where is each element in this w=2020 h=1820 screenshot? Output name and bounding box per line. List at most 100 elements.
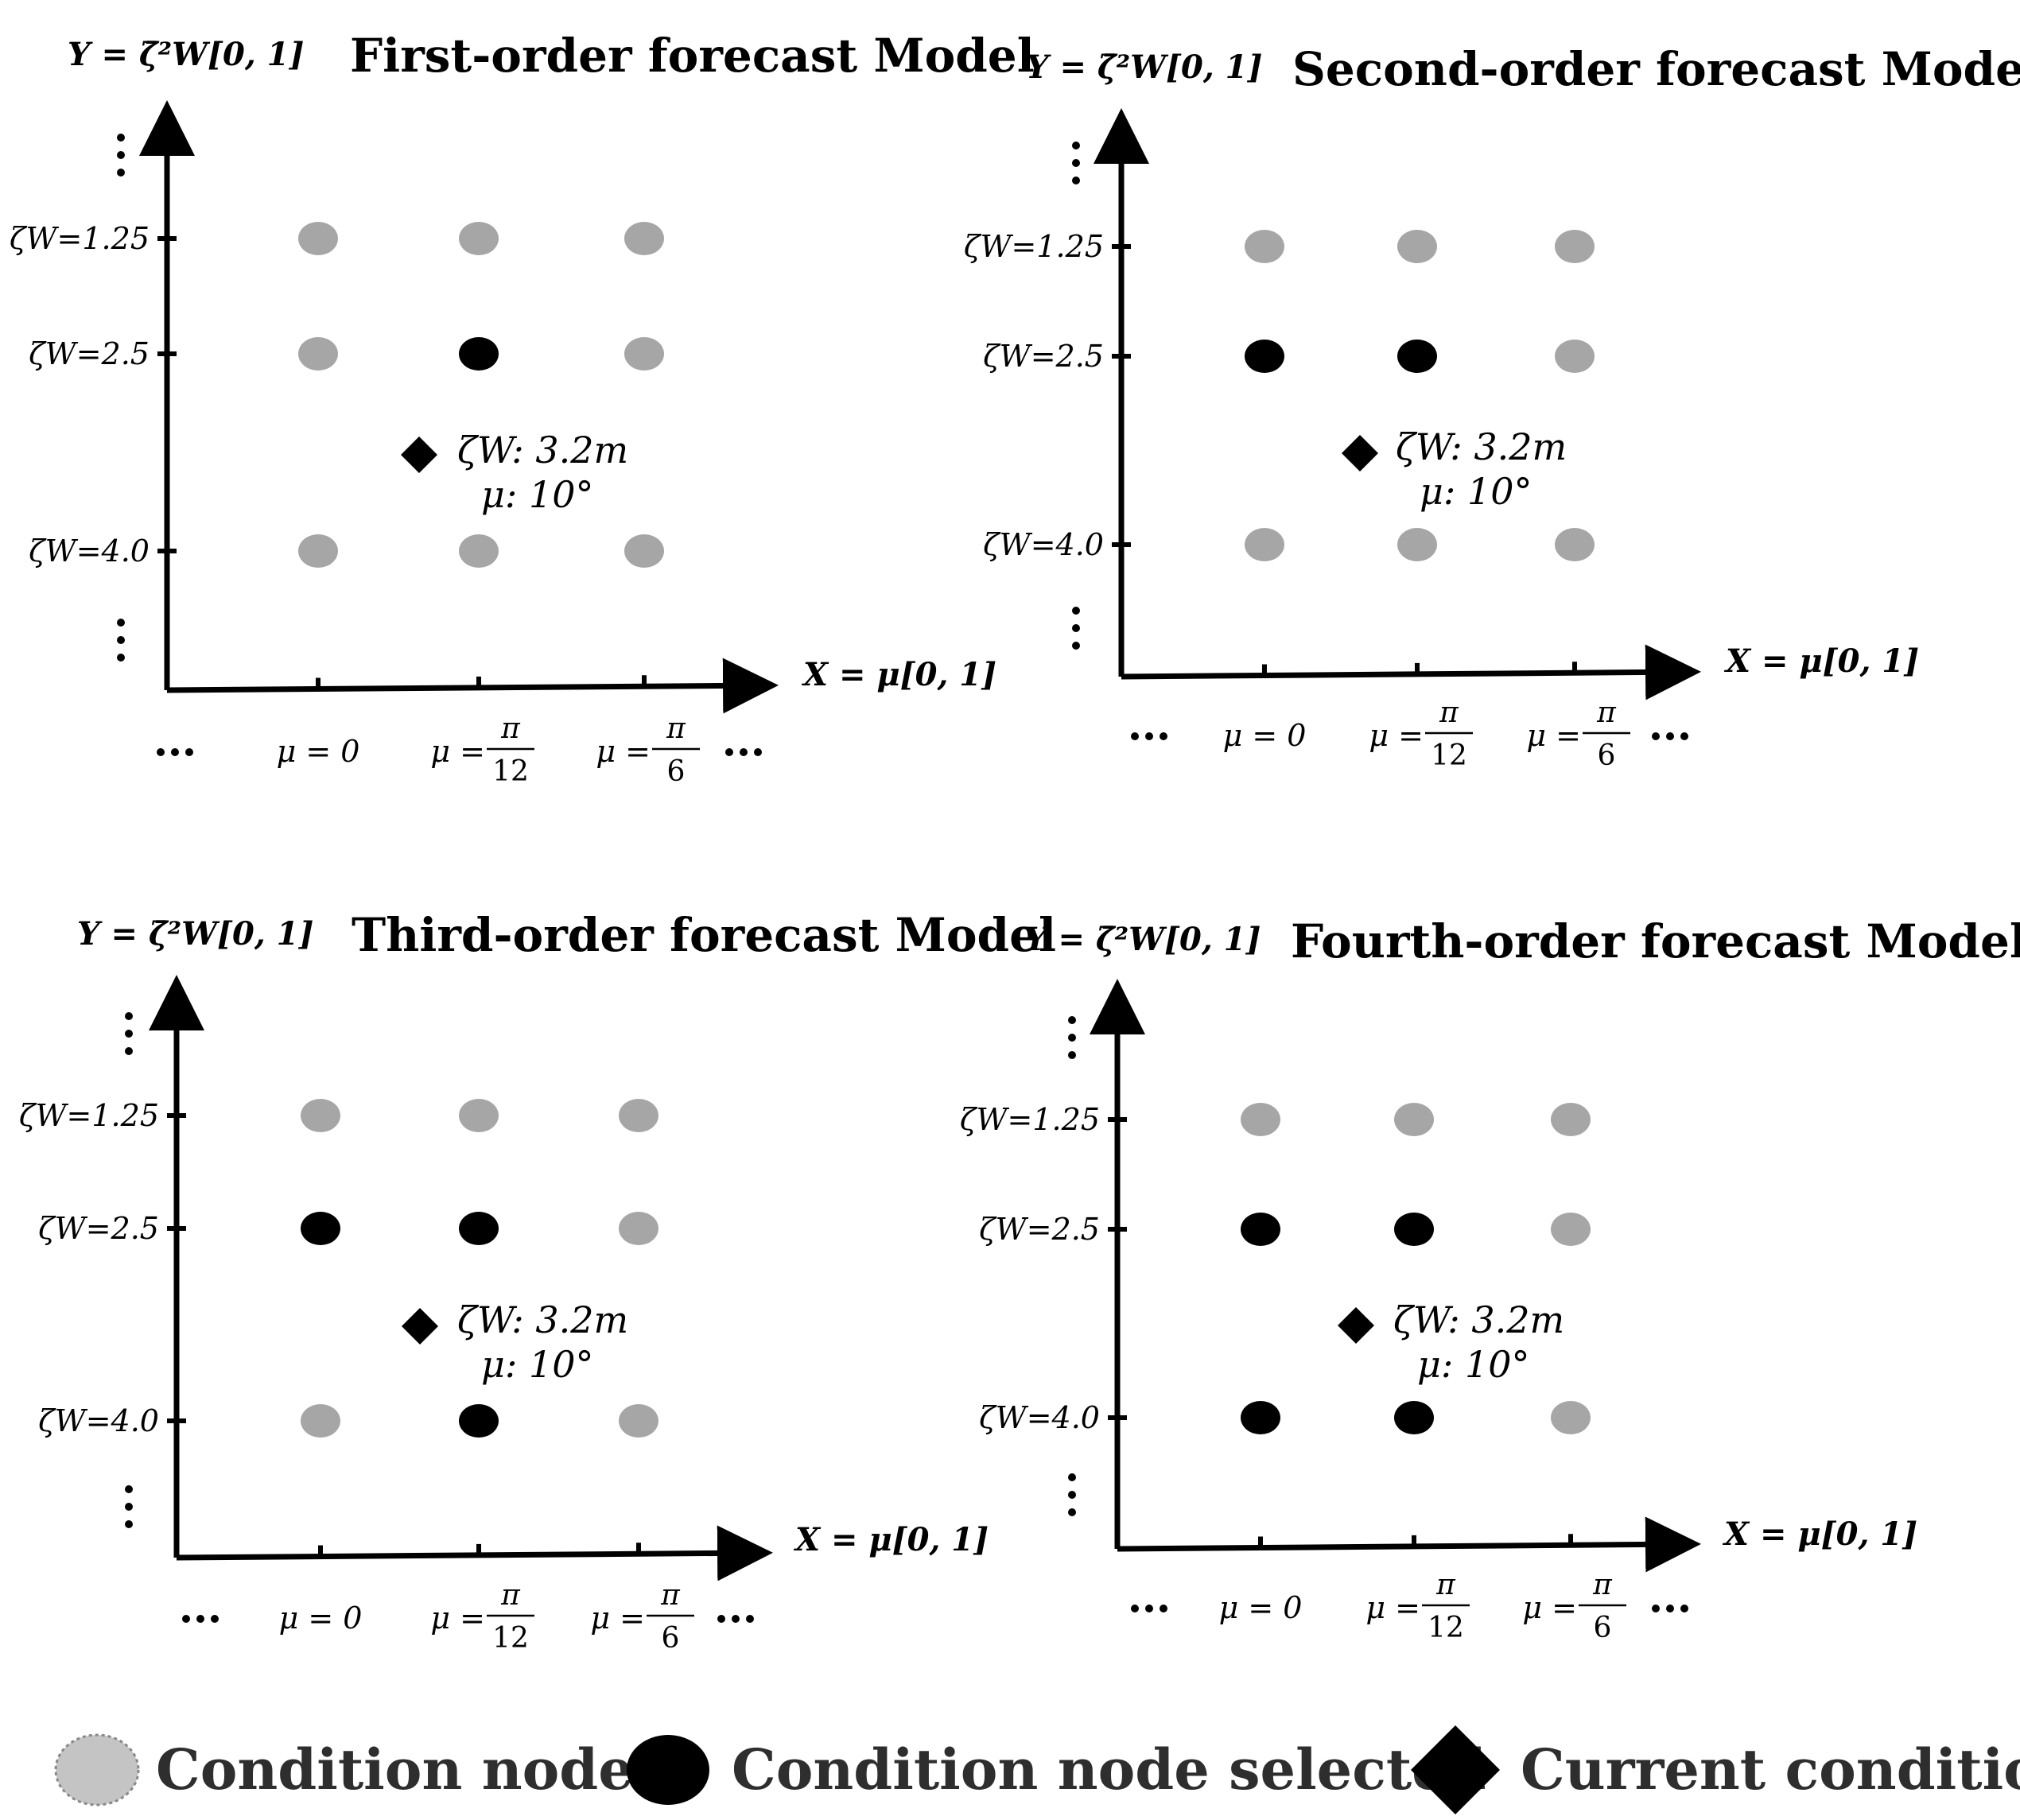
y-tick-label: ζW=2.5 (29, 336, 150, 371)
x-axis-label: X = μ[0, 1] (1722, 1515, 1917, 1553)
svg-text:μ = 0: μ = 0 (279, 1601, 363, 1636)
svg-text:μ = 0: μ = 0 (1219, 1590, 1303, 1625)
x-axis (1117, 1516, 1701, 1573)
current-condition-zeta: ζW: 3.2m (457, 1298, 628, 1341)
forecast-panel: Third-order forecast Model Y = ζ̄²W[0, 1]… (19, 908, 1056, 1655)
x-tick-label: μ = π 6 (1522, 1569, 1626, 1644)
y-axis-ellipsis (125, 1012, 133, 1055)
svg-text:π: π (1596, 697, 1617, 729)
current-condition-marker (401, 437, 437, 473)
condition-node-selected (1394, 1213, 1434, 1246)
y-tick-label: ζW=2.5 (38, 1211, 159, 1246)
condition-node (624, 337, 664, 371)
legend-condition-node-label: Condition node (156, 1737, 634, 1803)
y-tick-label: ζW=4.0 (38, 1403, 159, 1438)
legend: Condition node Condition node selected C… (54, 1725, 2020, 1814)
y-axis-ellipsis (1068, 1473, 1076, 1516)
condition-node (619, 1212, 658, 1245)
x-axis-ellipsis (725, 748, 762, 756)
svg-text:μ =: μ = (430, 1601, 485, 1636)
svg-text:μ =: μ = (1369, 718, 1424, 753)
svg-text:μ = 0: μ = 0 (277, 734, 360, 769)
svg-text:6: 6 (1598, 739, 1616, 772)
condition-node-selected (1241, 1401, 1280, 1434)
y-axis-ellipsis (1072, 142, 1080, 184)
x-tick-label: μ = π 12 (1365, 1569, 1470, 1644)
x-axis-ellipsis (1131, 732, 1167, 740)
condition-node (1245, 528, 1284, 561)
x-axis-ellipsis (1652, 732, 1688, 740)
current-condition-mu: μ: 10° (481, 1343, 594, 1386)
y-axis-label: Y = ζ̄²W[0, 1] (1026, 49, 1262, 86)
condition-node-selected (1245, 340, 1284, 373)
condition-node (619, 1404, 658, 1438)
x-tick-label: μ = π 12 (430, 712, 534, 788)
condition-node (1555, 340, 1595, 373)
x-tick-label: μ = 0 (1223, 718, 1307, 753)
condition-node (459, 222, 499, 255)
current-condition-zeta: ζW: 3.2m (1393, 1298, 1564, 1341)
svg-text:6: 6 (667, 755, 686, 788)
condition-node (1551, 1401, 1591, 1434)
y-tick-label: ζW=2.5 (979, 1212, 1100, 1247)
y-tick-label: ζW=1.25 (960, 1102, 1100, 1137)
svg-text:μ =: μ = (590, 1601, 645, 1636)
condition-node (459, 534, 499, 568)
condition-node (1397, 528, 1437, 561)
svg-text:π: π (1592, 1569, 1613, 1601)
y-tick-label: ζW=4.0 (29, 534, 150, 569)
x-axis-ellipsis (1131, 1605, 1167, 1612)
condition-node-selected (1241, 1213, 1280, 1246)
svg-text:μ = 0: μ = 0 (1223, 718, 1307, 753)
svg-text:12: 12 (1431, 739, 1467, 772)
current-condition-marker (1338, 1307, 1374, 1344)
panel-title: Fourth-order forecast Model (1291, 914, 2020, 968)
x-tick-label: μ = π 6 (596, 712, 700, 788)
x-tick-label: μ = 0 (1219, 1590, 1303, 1625)
x-tick-label: μ = π 12 (430, 1579, 534, 1655)
svg-text:μ =: μ = (1526, 718, 1581, 753)
condition-node (301, 1404, 340, 1438)
svg-text:π: π (500, 712, 521, 745)
legend-condition-node-selected: Condition node selected (627, 1735, 1486, 1805)
y-tick-label: ζW=4.0 (983, 527, 1104, 562)
svg-text:12: 12 (492, 1622, 529, 1655)
y-axis-label: Y = ζ̄²W[0, 1] (1024, 921, 1261, 958)
x-axis (166, 658, 779, 714)
svg-text:12: 12 (492, 755, 529, 788)
condition-node-selected (301, 1212, 340, 1245)
svg-text:12: 12 (1428, 1612, 1464, 1644)
svg-text:π: π (500, 1579, 521, 1612)
condition-node-selected (459, 337, 499, 371)
y-tick-label: ζW=2.5 (983, 339, 1104, 374)
condition-node (1241, 1103, 1280, 1136)
x-axis (176, 1525, 773, 1581)
svg-text:μ =: μ = (596, 734, 651, 769)
svg-text:μ =: μ = (1522, 1590, 1577, 1625)
x-tick-label: μ = π 12 (1369, 697, 1473, 772)
y-tick-label: ζW=1.25 (964, 229, 1104, 264)
forecast-panel: First-order forecast Model Y = ζ̄²W[0, 1]… (10, 29, 1035, 788)
x-tick-label: μ = 0 (277, 734, 360, 769)
x-axis-ellipsis (1652, 1605, 1688, 1612)
condition-node-selected (459, 1404, 499, 1438)
legend-selected-marker (627, 1735, 709, 1805)
condition-node (624, 222, 664, 255)
condition-node (624, 534, 664, 568)
y-axis-label: Y = ζ̄²W[0, 1] (68, 36, 304, 73)
x-axis-ellipsis (157, 748, 193, 756)
current-condition-marker (1342, 435, 1378, 471)
current-condition-marker (402, 1308, 438, 1345)
condition-node (298, 337, 338, 371)
condition-node (298, 222, 338, 255)
panel-title: Second-order forecast Model (1292, 42, 2020, 96)
current-condition-mu: μ: 10° (481, 473, 594, 516)
x-tick-label: μ = 0 (279, 1601, 363, 1636)
condition-node (301, 1099, 340, 1132)
svg-text:π: π (666, 712, 686, 745)
y-axis-ellipsis (125, 1485, 133, 1528)
y-tick-label: ζW=1.25 (19, 1098, 159, 1133)
condition-node (298, 534, 338, 568)
condition-node-selected (1397, 340, 1437, 373)
